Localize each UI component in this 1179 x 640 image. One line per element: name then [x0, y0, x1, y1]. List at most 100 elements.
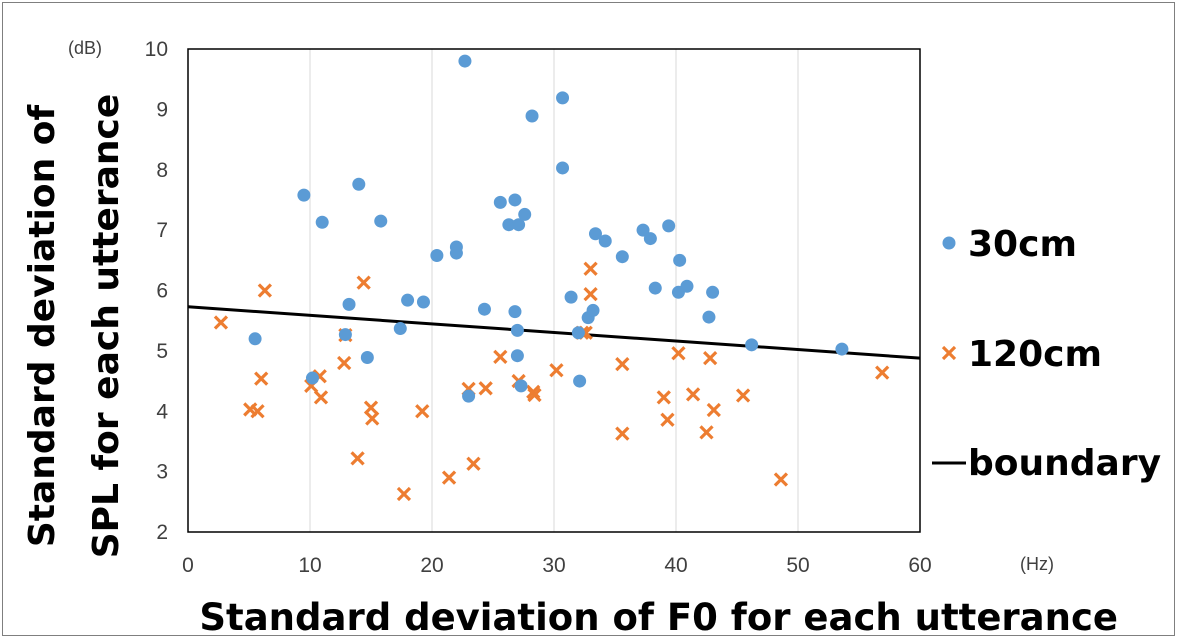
- data-point-30cm: [430, 248, 444, 262]
- data-point-120cm: [735, 388, 751, 403]
- data-point-120cm: [350, 451, 365, 466]
- data-point-30cm: [360, 351, 374, 365]
- x-marker-stroke: [703, 350, 718, 366]
- data-point-30cm: [393, 322, 407, 336]
- y-tick-label: 10: [145, 38, 168, 61]
- data-point-30cm: [449, 246, 463, 260]
- data-point-30cm: [586, 303, 600, 317]
- y-tick-label: 6: [156, 280, 168, 303]
- data-point-120cm: [441, 470, 457, 485]
- x-marker-stroke: [213, 315, 229, 330]
- legend-item-30cm: 30cm: [942, 224, 1077, 265]
- legend-label-120cm: 120cm: [968, 334, 1102, 375]
- data-point-30cm: [462, 389, 476, 403]
- grid-lines: [187, 49, 921, 532]
- x-marker-stroke: [350, 451, 365, 466]
- x-tick-label: 10: [298, 554, 321, 577]
- x-unit-label: (Hz): [1020, 554, 1054, 574]
- data-point-30cm: [556, 91, 570, 105]
- x-marker-stroke: [615, 357, 630, 372]
- x-marker-stroke: [685, 387, 701, 402]
- data-point-30cm: [352, 177, 366, 191]
- y-tick-label: 8: [156, 159, 168, 182]
- data-point-30cm: [508, 193, 522, 207]
- data-point-120cm: [478, 381, 493, 396]
- data-point-30cm: [573, 374, 587, 388]
- x-marker-stroke: [615, 426, 630, 441]
- x-marker-stroke: [396, 486, 412, 502]
- series-30cm-points: [248, 54, 849, 403]
- data-point-30cm: [706, 285, 720, 299]
- x-axis-title: Standard deviation of F0 for each uttera…: [199, 596, 1118, 639]
- legend-label-boundary: boundary: [968, 443, 1161, 484]
- data-point-120cm: [671, 346, 686, 361]
- data-point-120cm: [549, 363, 564, 378]
- x-marker-stroke: [583, 286, 598, 302]
- data-point-30cm: [680, 279, 694, 293]
- data-point-120cm: [257, 283, 272, 298]
- x-marker-stroke: [706, 402, 721, 418]
- x-marker-stroke: [257, 283, 272, 298]
- data-point-30cm: [514, 379, 528, 393]
- data-point-30cm: [374, 214, 388, 228]
- x-marker-stroke: [583, 261, 598, 276]
- y-unit-label: (dB): [68, 38, 102, 58]
- data-point-30cm: [248, 332, 262, 346]
- y-axis-title-line1: Standard deviation of: [22, 105, 63, 548]
- data-point-30cm: [518, 207, 532, 221]
- data-point-30cm: [508, 305, 522, 319]
- data-point-30cm: [297, 188, 311, 202]
- x-marker-stroke: [656, 390, 671, 405]
- series-120cm-points: [213, 261, 890, 502]
- data-point-30cm: [648, 281, 662, 295]
- data-point-120cm: [493, 349, 508, 365]
- data-point-120cm: [685, 387, 701, 402]
- legend-label-30cm: 30cm: [968, 224, 1077, 265]
- data-point-30cm: [615, 250, 629, 264]
- x-tick-label: 60: [908, 554, 931, 577]
- data-point-30cm: [510, 323, 524, 337]
- x-tick-label: 20: [420, 554, 443, 577]
- data-point-120cm: [363, 400, 379, 415]
- y-tick-label: 9: [156, 98, 168, 121]
- data-point-30cm: [477, 302, 491, 316]
- y-tick-label: 2: [156, 521, 168, 544]
- y-tick-label: 3: [156, 461, 168, 484]
- data-point-30cm: [564, 290, 578, 304]
- data-point-120cm: [583, 286, 598, 302]
- x-tick-label: 30: [542, 554, 565, 577]
- data-point-120cm: [703, 350, 718, 366]
- x-marker-stroke: [363, 400, 379, 415]
- x-marker-stroke: [773, 472, 789, 487]
- data-point-30cm: [502, 218, 516, 232]
- x-marker-stroke: [527, 387, 542, 403]
- y-tick-label: 4: [156, 400, 168, 423]
- data-point-30cm: [662, 219, 676, 233]
- x-marker-stroke: [478, 381, 493, 396]
- x-marker-stroke: [356, 275, 371, 290]
- data-point-120cm: [365, 411, 380, 426]
- x-marker-stroke: [549, 363, 564, 378]
- y-axis-title-line2: SPL for each utterance: [86, 94, 127, 559]
- data-point-30cm: [512, 218, 526, 232]
- data-point-30cm: [525, 109, 539, 123]
- data-point-30cm: [556, 161, 570, 175]
- data-point-30cm: [510, 349, 524, 363]
- data-point-120cm: [254, 371, 269, 386]
- data-point-120cm: [466, 456, 481, 471]
- data-point-120cm: [656, 390, 671, 405]
- x-tick-label: 40: [664, 554, 687, 577]
- data-point-120cm: [875, 365, 890, 380]
- data-point-120cm: [773, 472, 789, 487]
- data-point-120cm: [527, 387, 542, 403]
- data-point-30cm: [315, 215, 329, 229]
- y-tick-label: 5: [156, 340, 168, 363]
- x-marker-stroke: [254, 371, 269, 386]
- x-marker-stroke: [250, 404, 265, 419]
- x-tick-label: 0: [182, 554, 194, 577]
- y-tick-label: 7: [156, 219, 168, 242]
- x-marker-stroke: [493, 349, 508, 365]
- data-point-30cm: [835, 342, 849, 356]
